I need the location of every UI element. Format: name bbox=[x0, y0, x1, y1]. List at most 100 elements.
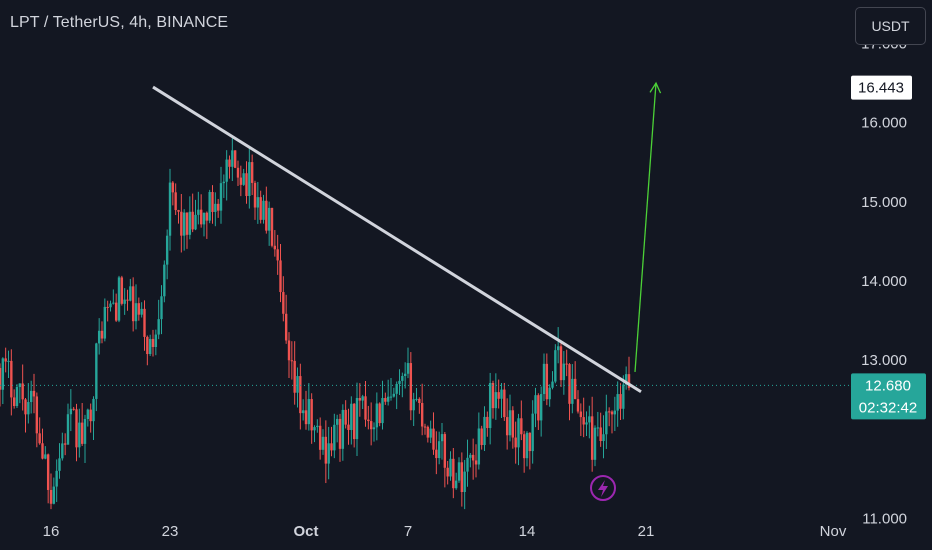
candle bbox=[551, 371, 554, 390]
candle-body bbox=[412, 399, 415, 411]
candle bbox=[61, 432, 64, 461]
candle bbox=[182, 209, 186, 251]
candle-body bbox=[449, 458, 452, 477]
candle-body bbox=[301, 410, 305, 414]
descending-trendline[interactable] bbox=[152, 85, 642, 393]
candle-body bbox=[143, 308, 146, 337]
candle-body bbox=[95, 343, 98, 399]
price-label-text: 16.443 bbox=[858, 80, 904, 97]
candle bbox=[199, 194, 203, 228]
candle-body bbox=[182, 212, 186, 236]
candle bbox=[372, 422, 376, 442]
candle-body bbox=[488, 382, 492, 429]
candle bbox=[216, 198, 220, 218]
candle-body bbox=[474, 460, 478, 465]
candle-body bbox=[460, 462, 464, 493]
candle bbox=[477, 412, 481, 470]
candle-body bbox=[307, 399, 311, 425]
candle-body bbox=[137, 303, 141, 315]
candle bbox=[321, 429, 325, 455]
candle bbox=[350, 396, 353, 445]
y-tick-label: 14.000 bbox=[861, 273, 907, 290]
candle-body bbox=[624, 374, 628, 385]
candle-body bbox=[55, 470, 58, 487]
candle bbox=[398, 369, 401, 395]
candle-body bbox=[114, 302, 118, 321]
candle bbox=[327, 426, 330, 480]
candle-body bbox=[452, 458, 455, 489]
candle-body bbox=[157, 319, 160, 335]
candle bbox=[112, 289, 115, 305]
candle-body bbox=[21, 383, 24, 400]
candle-body bbox=[571, 378, 574, 404]
candle bbox=[117, 275, 121, 323]
candle bbox=[4, 347, 7, 373]
candle bbox=[89, 403, 92, 433]
candle-body bbox=[180, 211, 183, 236]
flash-icon[interactable] bbox=[590, 475, 616, 501]
candle-body bbox=[12, 397, 16, 407]
candle bbox=[225, 150, 228, 201]
candle-body bbox=[423, 426, 427, 428]
candle-body bbox=[361, 396, 364, 401]
candle bbox=[392, 387, 396, 398]
candle bbox=[44, 446, 47, 460]
candle-body bbox=[341, 409, 345, 449]
candle-body bbox=[188, 211, 192, 235]
candle-body bbox=[511, 410, 515, 438]
candle-body bbox=[503, 389, 506, 418]
candle-body bbox=[7, 360, 10, 362]
candle bbox=[559, 342, 563, 388]
symbol-title: LPT / TetherUS, 4h, BINANCE bbox=[10, 14, 229, 31]
candle bbox=[242, 168, 245, 186]
candle bbox=[267, 201, 271, 246]
x-tick-label: Nov bbox=[820, 523, 847, 540]
candle-body bbox=[270, 207, 274, 246]
flash-icon-ring bbox=[590, 475, 616, 501]
currency-button[interactable]: USDT bbox=[855, 7, 926, 45]
candle bbox=[483, 406, 486, 452]
candle bbox=[599, 412, 602, 447]
candle bbox=[310, 393, 313, 444]
x-tick-label: 7 bbox=[404, 523, 412, 540]
candle bbox=[500, 382, 503, 419]
candle bbox=[140, 302, 143, 318]
candle-body bbox=[219, 183, 223, 211]
candle-body bbox=[163, 264, 166, 297]
candle-body bbox=[562, 363, 566, 381]
candle-body bbox=[531, 413, 534, 452]
candle bbox=[488, 372, 492, 445]
candle-body bbox=[89, 409, 92, 422]
candle-body bbox=[97, 330, 101, 344]
forecast-arrow[interactable] bbox=[634, 81, 662, 372]
candle-body bbox=[236, 167, 240, 178]
candle-body bbox=[228, 159, 231, 167]
candle-body bbox=[590, 416, 594, 460]
candle bbox=[86, 408, 90, 427]
candle-body bbox=[517, 418, 520, 448]
candle bbox=[165, 229, 169, 280]
candle-body bbox=[548, 387, 551, 400]
candle bbox=[299, 363, 302, 430]
candle-body bbox=[582, 417, 585, 425]
candle bbox=[259, 190, 262, 224]
candle bbox=[75, 403, 78, 462]
candle-body bbox=[551, 381, 554, 388]
candle bbox=[369, 402, 373, 446]
candle-body bbox=[174, 192, 177, 211]
candle bbox=[279, 243, 282, 303]
candle bbox=[330, 426, 333, 457]
candle bbox=[120, 275, 124, 306]
candle bbox=[290, 341, 294, 380]
candle bbox=[469, 453, 472, 468]
candle-body bbox=[18, 383, 22, 387]
candle-body bbox=[565, 363, 568, 365]
candle-body bbox=[534, 395, 537, 414]
time-axis[interactable]: 16 23 Oct 7 14 21 Nov bbox=[43, 523, 847, 540]
candle-body bbox=[599, 427, 602, 441]
candle bbox=[163, 260, 166, 303]
candle bbox=[202, 212, 206, 237]
candle-body bbox=[559, 346, 563, 381]
